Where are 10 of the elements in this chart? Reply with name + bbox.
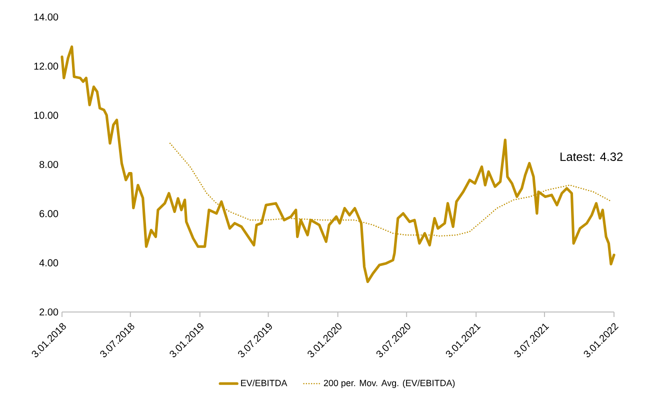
legend-label: 200 per. Mov. Avg. (EV/EBITDA) [324,380,455,388]
y-tick-label: 6.00 [40,210,58,218]
y-tick-label: 12.00 [34,62,58,70]
annotation: Latest: 4.32 [560,152,623,161]
y-tick-label: 14.00 [34,13,58,21]
legend-label: EV/EBITDA [241,380,288,386]
y-tick-label: 4.00 [39,259,58,266]
y-tick-label: 10.00 [34,112,58,119]
y-tick-label: 8.00 [40,160,58,168]
y-tick-label: 2.00 [40,308,58,316]
